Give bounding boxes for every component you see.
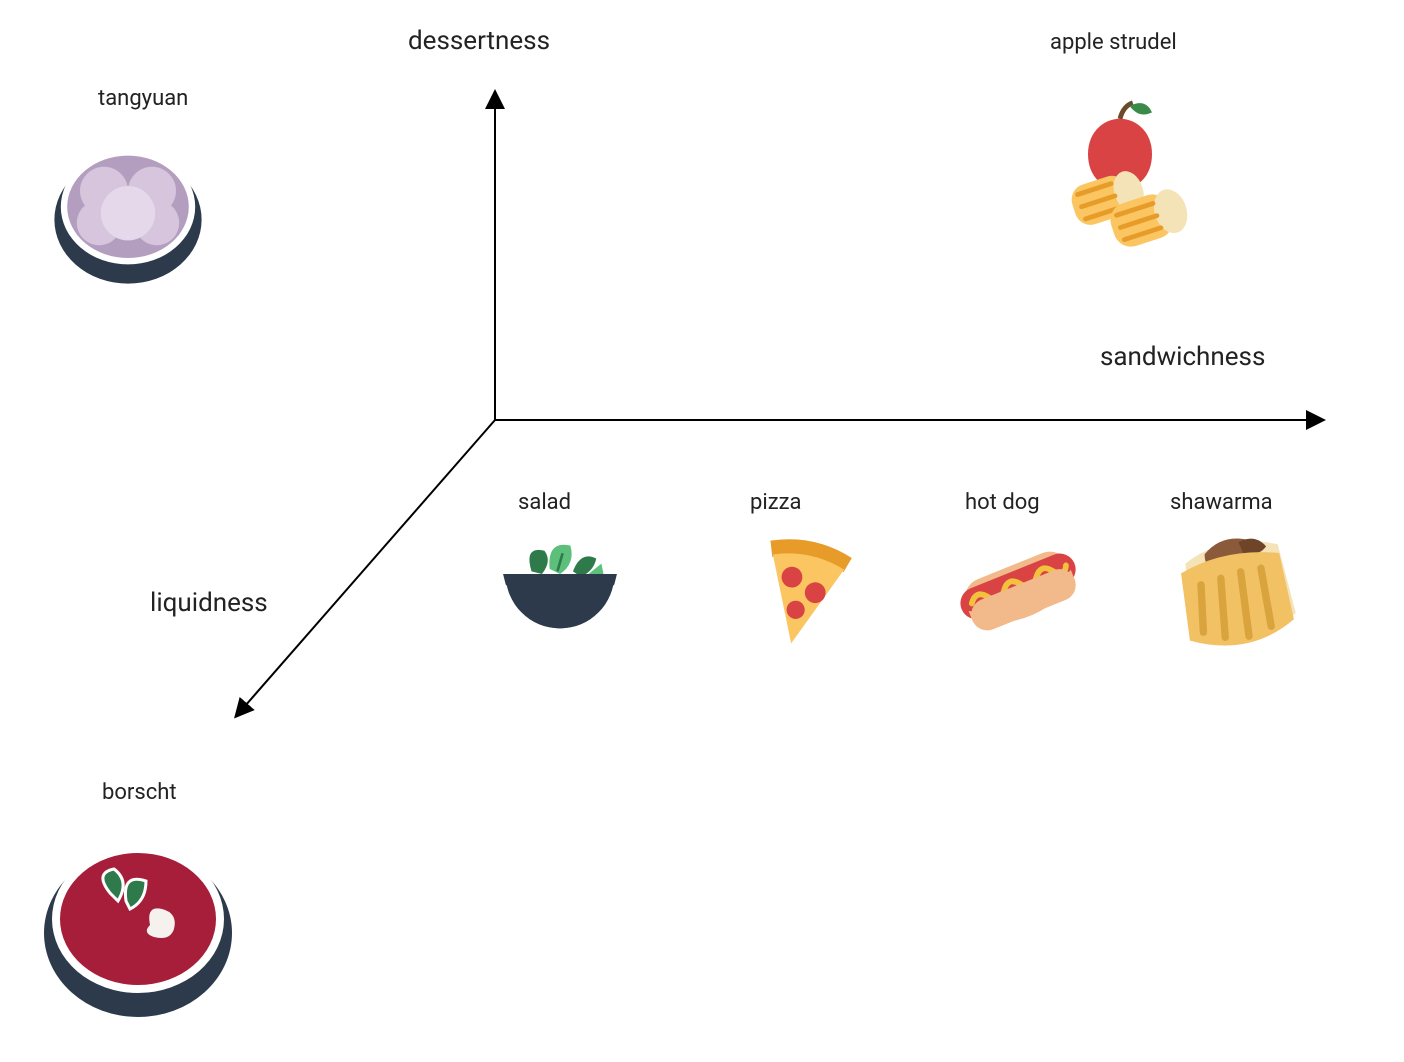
borscht-label: borscht [102, 780, 177, 805]
x-axis-label: sandwichness [1100, 342, 1265, 372]
salad-label: salad [518, 490, 571, 515]
diagram-canvas: dessertness sandwichness liquidness tang… [0, 0, 1404, 1062]
shawarma-label: shawarma [1170, 490, 1273, 515]
shawarma-icon [1160, 520, 1310, 664]
apple-strudel-label: apple strudel [1050, 30, 1177, 55]
borscht-icon [38, 825, 238, 1029]
z-axis-label: liquidness [150, 588, 268, 618]
apple-strudel-icon [1040, 90, 1200, 254]
pizza-label: pizza [750, 490, 802, 515]
tangyuan-icon [48, 130, 208, 294]
hot-dog-label: hot dog [965, 490, 1040, 515]
y-axis-label: dessertness [408, 26, 550, 56]
tangyuan-label: tangyuan [98, 86, 188, 111]
salad-icon [495, 530, 625, 644]
hot-dog-icon [945, 525, 1090, 649]
z-axis-line [238, 420, 495, 714]
pizza-icon [735, 525, 870, 659]
